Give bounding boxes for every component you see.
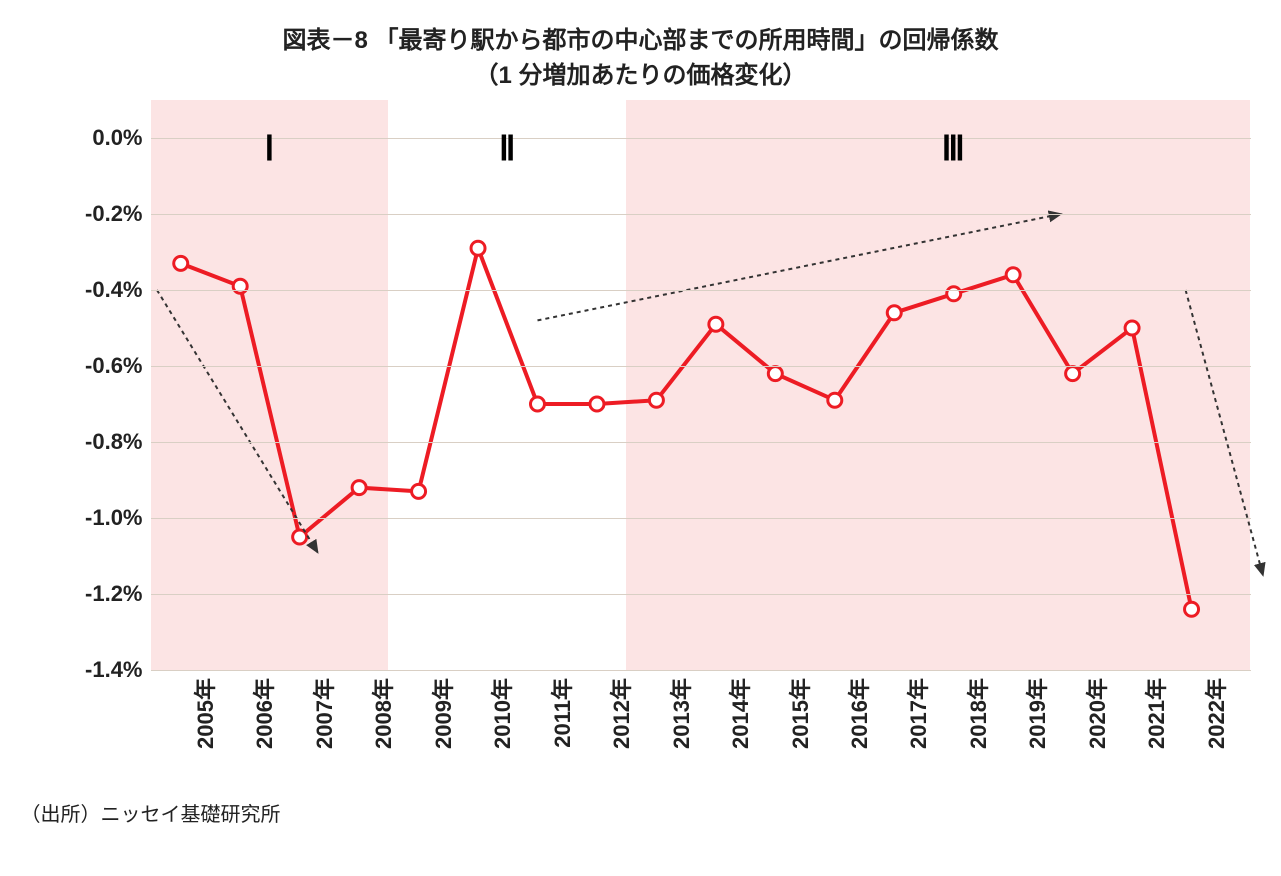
- x-tick-label: 2007年: [307, 678, 339, 749]
- x-tick-label: 2018年: [961, 678, 993, 749]
- data-marker: [1065, 367, 1079, 381]
- data-marker: [471, 241, 485, 255]
- x-tick-label: 2021年: [1139, 678, 1171, 749]
- x-tick-label: 2005年: [188, 678, 220, 749]
- x-tick-label: 2006年: [247, 678, 279, 749]
- x-tick-label: 2019年: [1020, 678, 1052, 749]
- y-axis: 0.0%-0.2%-0.4%-0.6%-0.8%-1.0%-1.2%-1.4%: [21, 100, 151, 670]
- grid-line: [151, 670, 1251, 671]
- chart-container: 図表－8 「最寄り駅から都市の中心部までの所用時間」の回帰係数 （1 分増加あた…: [21, 20, 1261, 827]
- y-tick-label: -0.4%: [85, 277, 142, 303]
- grid-line: [151, 518, 1251, 519]
- data-marker: [768, 367, 782, 381]
- data-marker: [233, 279, 247, 293]
- x-tick-label: 2009年: [426, 678, 458, 749]
- y-tick-label: -0.8%: [85, 429, 142, 455]
- source-text: （出所）ニッセイ基礎研究所: [21, 798, 1261, 827]
- y-tick-label: -0.6%: [85, 353, 142, 379]
- title-line-1: 図表－8 「最寄り駅から都市の中心部までの所用時間」の回帰係数: [21, 20, 1261, 55]
- data-marker: [1184, 602, 1198, 616]
- plot-inner: Ⅰ Ⅱ Ⅲ: [151, 100, 1251, 670]
- data-marker: [352, 481, 366, 495]
- grid-line: [151, 290, 1251, 291]
- y-tick-label: 0.0%: [92, 125, 142, 151]
- x-tick-label: 2011年: [545, 678, 577, 748]
- y-tick-label: -0.2%: [85, 201, 142, 227]
- y-tick-label: -1.2%: [85, 581, 142, 607]
- trend-arrow: [537, 214, 1060, 320]
- region-label: Ⅲ: [941, 129, 964, 169]
- x-tick-label: 2016年: [842, 678, 874, 749]
- plot-area: 0.0%-0.2%-0.4%-0.6%-0.8%-1.0%-1.2%-1.4% …: [21, 100, 1261, 670]
- grid-line: [151, 594, 1251, 595]
- region-label: Ⅱ: [499, 129, 516, 169]
- data-marker: [708, 317, 722, 331]
- x-tick-label: 2014年: [723, 678, 755, 749]
- data-marker: [411, 484, 425, 498]
- x-tick-label: 2012年: [604, 678, 636, 749]
- x-tick-label: 2013年: [664, 678, 696, 749]
- trend-arrow: [1185, 290, 1262, 575]
- x-tick-label: 2020年: [1080, 678, 1112, 749]
- x-tick-label: 2010年: [485, 678, 517, 749]
- data-marker: [649, 393, 663, 407]
- region-label: Ⅰ: [264, 129, 274, 169]
- data-line: [180, 248, 1191, 609]
- grid-line: [151, 442, 1251, 443]
- data-marker: [530, 397, 544, 411]
- data-marker: [827, 393, 841, 407]
- x-axis: 2005年 2006年 2007年 2008年 2009年 2010年 2011年 2012年…: [151, 678, 1251, 798]
- data-marker: [887, 306, 901, 320]
- x-tick-label: 2022年: [1199, 678, 1231, 749]
- y-tick-label: -1.0%: [85, 505, 142, 531]
- x-tick-label: 2015年: [783, 678, 815, 749]
- data-marker: [589, 397, 603, 411]
- y-tick-label: -1.4%: [85, 657, 142, 683]
- chart-svg: [151, 100, 1251, 670]
- title-line-2: （1 分増加あたりの価格変化）: [21, 55, 1261, 90]
- x-tick-label: 2008年: [366, 678, 398, 749]
- grid-line: [151, 138, 1251, 139]
- x-tick-label: 2017年: [901, 678, 933, 749]
- data-marker: [173, 256, 187, 270]
- chart-title: 図表－8 「最寄り駅から都市の中心部までの所用時間」の回帰係数 （1 分増加あた…: [21, 20, 1261, 90]
- grid-line: [151, 366, 1251, 367]
- data-marker: [946, 287, 960, 301]
- data-marker: [1006, 268, 1020, 282]
- data-marker: [1125, 321, 1139, 335]
- grid-line: [151, 214, 1251, 215]
- trend-arrow: [156, 290, 317, 552]
